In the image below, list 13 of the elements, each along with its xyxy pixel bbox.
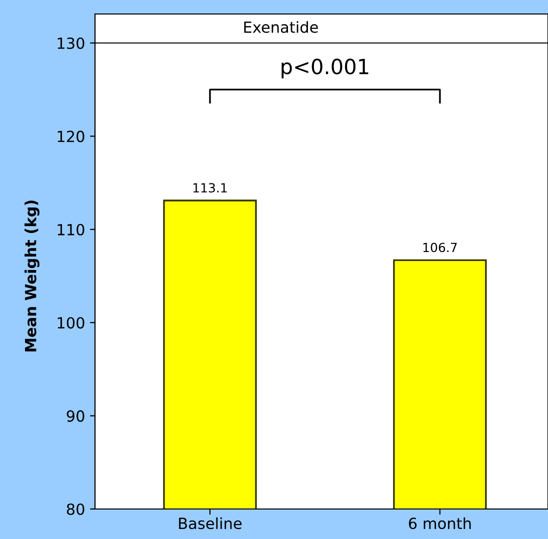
y-axis-title: Mean Weight (kg) (24, 200, 40, 352)
y-tick-label: 100 (58, 317, 84, 329)
y-tick-label: 80 (66, 503, 84, 516)
data-label: 106.7 (423, 242, 457, 252)
y-tick-label: 120 (58, 130, 84, 142)
y-tick-label: 90 (66, 410, 84, 422)
y-tick-label: 110 (58, 224, 84, 236)
annotation: p<0.001 (282, 58, 368, 78)
y-tick-label: 130 (58, 37, 84, 50)
x-tick-label: 6 month (408, 517, 471, 530)
x-tick-label: Baseline (179, 517, 242, 530)
chart-title: Exenatide (244, 21, 318, 33)
data-label: 113.1 (193, 183, 227, 193)
